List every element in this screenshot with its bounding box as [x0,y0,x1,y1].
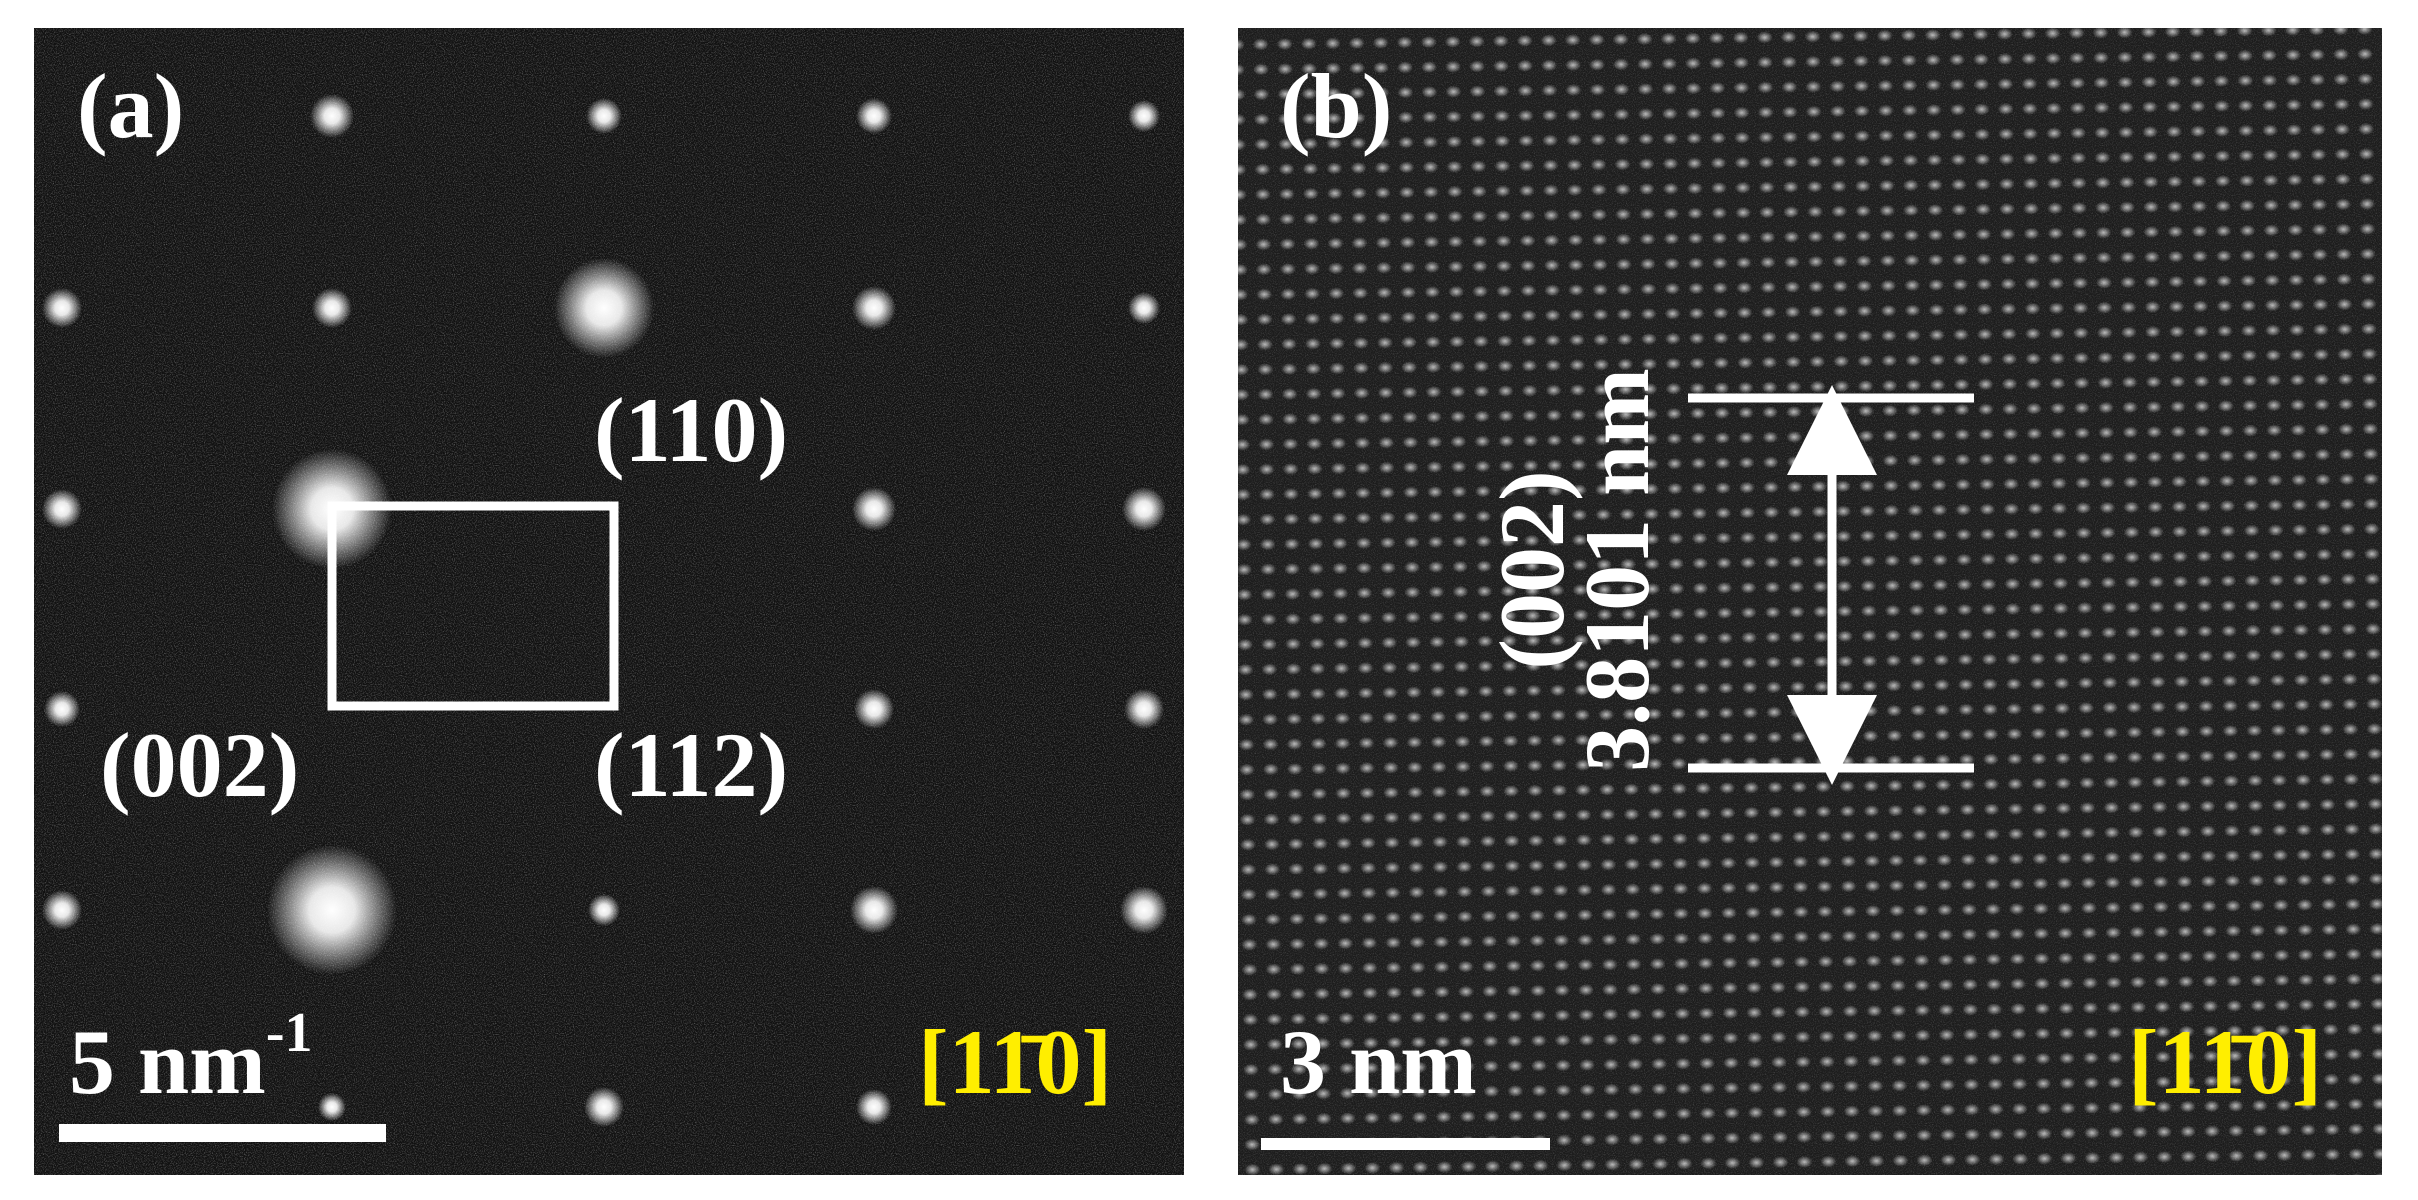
scale-text: 5 nm [69,1011,266,1113]
superscript: -1 [266,1002,313,1064]
panel-label: (b) [1280,55,1392,157]
miller-index: (002) [100,714,299,816]
panel-b: (002) 3.8101 nm (b) 3 nm [11̄0] [1238,28,2382,1175]
scale-bar-label: 5 nm-1 [69,1002,312,1113]
plane-label: (002) [1481,470,1583,669]
zone-axis: [11̄0] [2128,1011,2322,1113]
noise [34,28,1184,1175]
distance-label: 3.8101 nm [1566,368,1668,772]
panel-label: (a) [77,55,184,157]
miller-index: (112) [594,714,788,816]
miller-index: (110) [594,379,788,481]
scale-bar-label: 3 nm [1280,1011,1477,1113]
noise [1238,28,2382,1175]
spots [42,94,1168,1127]
unit-cell [327,501,619,711]
zone-axis: [11̄0] [918,1011,1112,1113]
panel-a: (a) (110) (002) (112) 5 nm-1 [11̄0] [34,28,1184,1175]
